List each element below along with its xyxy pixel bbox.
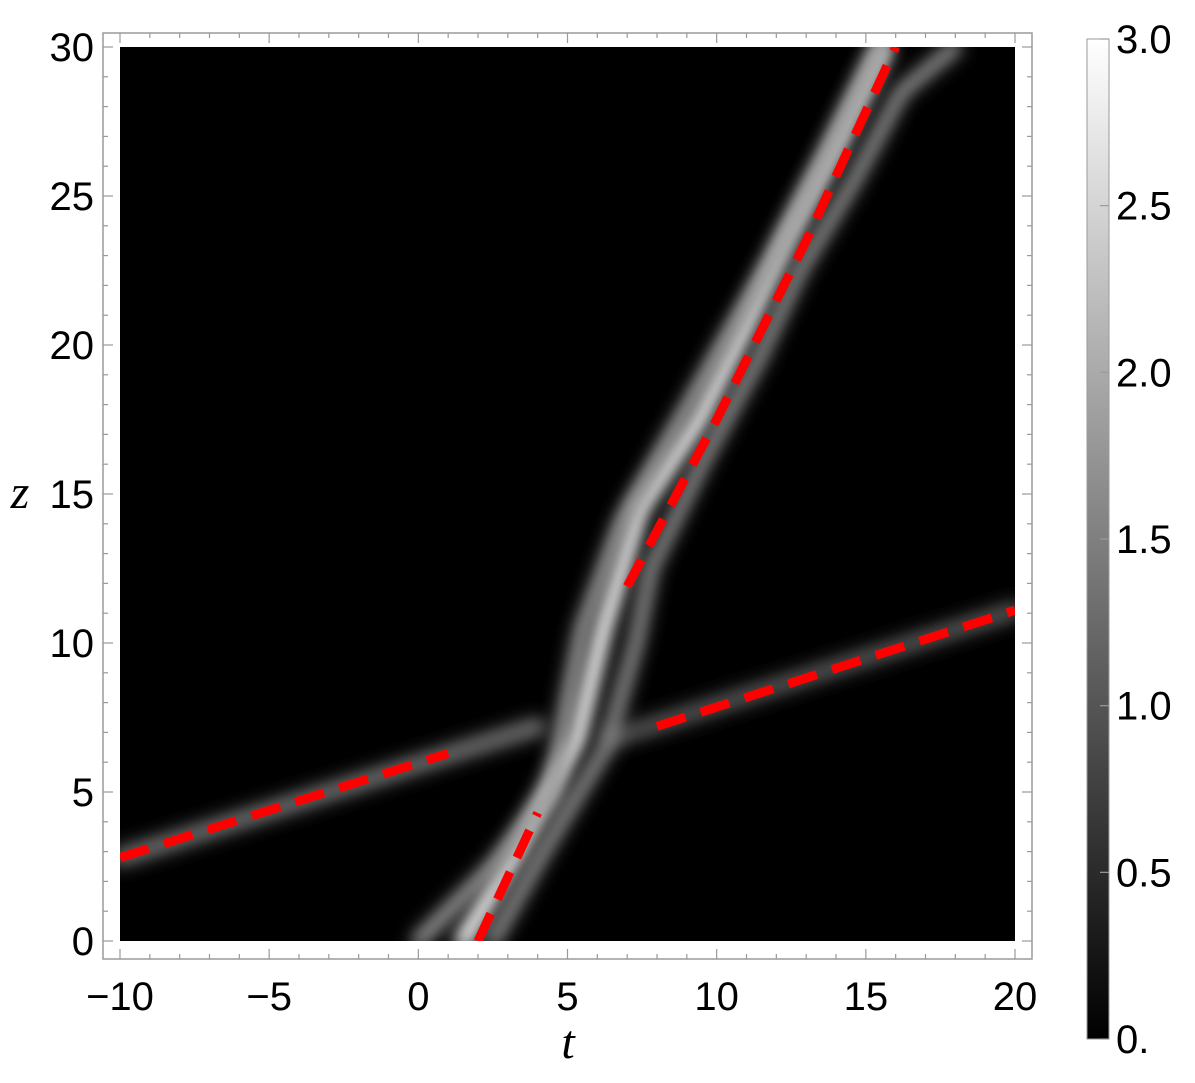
colorbar-tick-labels: 0. 0.5 1.0 1.5 2.0 2.5 3.0 [1100, 18, 1172, 1062]
x-tick-label: 10 [694, 975, 739, 1019]
colorbar-tick-label: 3.0 [1116, 18, 1172, 62]
y-tick-label: 5 [72, 771, 94, 815]
colorbar-tick-label: 2.5 [1116, 185, 1172, 229]
x-tick-label: 15 [844, 975, 889, 1019]
guide-lines [120, 47, 1015, 941]
y-tick-label: 15 [50, 473, 95, 517]
y-tick-label: 30 [50, 26, 95, 70]
colorbar-tick-label: 0.5 [1116, 851, 1172, 895]
heatmap-background [120, 47, 1015, 941]
y-tick-labels: 0 5 10 15 20 25 30 [50, 26, 95, 964]
colorbar-tick-label: 0. [1116, 1018, 1149, 1062]
x-tick-label: −10 [86, 975, 154, 1019]
x-tick-labels: −10 −5 0 5 10 15 20 [86, 975, 1037, 1019]
colorbar-tick-label: 2.0 [1116, 351, 1172, 395]
guide-2 [473, 810, 542, 941]
guide-4 [655, 605, 1015, 731]
colorbar: 0. 0.5 1.0 1.5 2.0 2.5 3.0 [1086, 18, 1172, 1062]
guide-3 [623, 47, 900, 589]
guide-1 [120, 749, 450, 862]
ridge-side-right-core [490, 47, 958, 941]
colorbar-tick-label: 1.0 [1116, 685, 1172, 729]
y-tick-label: 20 [50, 324, 95, 368]
y-tick-label: 25 [50, 175, 95, 219]
colorbar-tick-label: 1.5 [1116, 518, 1172, 562]
heatmap-area [120, 47, 1015, 941]
ridge-side-left-core [415, 47, 884, 941]
x-axis-title: t [561, 1016, 576, 1069]
x-tick-label: −5 [246, 975, 292, 1019]
y-axis-title: z [10, 466, 30, 519]
y-tick-label: 10 [50, 622, 95, 666]
axis-ticks [103, 33, 1032, 959]
x-tick-label: 5 [556, 975, 578, 1019]
x-tick-label: 0 [407, 975, 429, 1019]
x-tick-label: 20 [993, 975, 1038, 1019]
y-tick-label: 0 [72, 920, 94, 964]
